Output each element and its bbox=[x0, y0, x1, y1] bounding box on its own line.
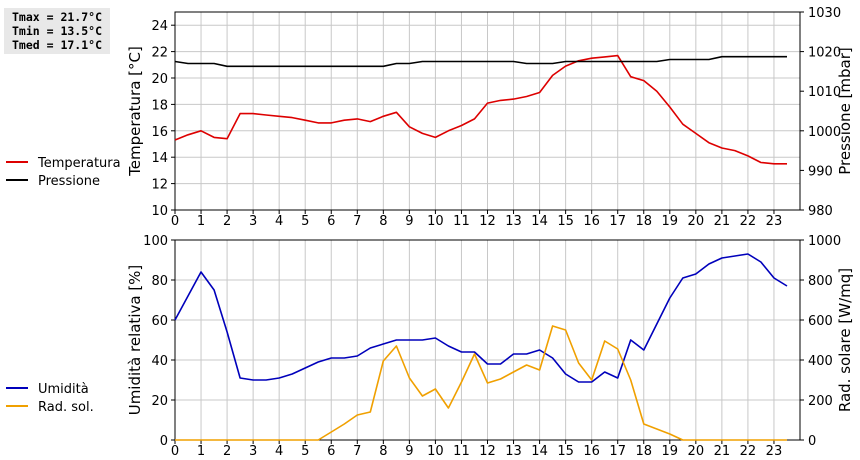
y-left-tick-label: 14 bbox=[151, 151, 168, 166]
y-right-axis-title: Rad. solare [W/mq] bbox=[836, 268, 854, 412]
series-line-rad-sol bbox=[175, 325, 787, 441]
y-left-tick-label: 16 bbox=[151, 125, 168, 140]
x-tick-label: 17 bbox=[609, 444, 626, 459]
legend-label-umidit: Umidità bbox=[38, 382, 89, 397]
x-tick-label: 22 bbox=[740, 444, 757, 459]
y-left-tick-label: 10 bbox=[151, 204, 168, 219]
y-left-tick-label: 18 bbox=[151, 98, 168, 113]
x-tick-label: 6 bbox=[327, 214, 335, 229]
y-right-tick-label: 400 bbox=[808, 354, 833, 369]
x-tick-label: 13 bbox=[505, 214, 522, 229]
y-right-tick-label: 990 bbox=[808, 164, 833, 179]
x-tick-label: 15 bbox=[557, 214, 574, 229]
x-tick-label: 20 bbox=[688, 444, 705, 459]
x-tick-label: 8 bbox=[379, 444, 387, 459]
stats-box bbox=[4, 8, 110, 54]
x-tick-label: 9 bbox=[405, 444, 413, 459]
y-right-tick-label: 1000 bbox=[808, 125, 841, 140]
x-tick-label: 22 bbox=[740, 214, 757, 229]
x-tick-label: 23 bbox=[766, 444, 783, 459]
x-tick-label: 16 bbox=[583, 444, 600, 459]
x-tick-label: 14 bbox=[531, 444, 548, 459]
x-tick-label: 0 bbox=[171, 214, 179, 229]
x-tick-label: 1 bbox=[197, 444, 205, 459]
x-tick-label: 17 bbox=[609, 214, 626, 229]
y-left-axis-title: Umidità relativa [%] bbox=[126, 265, 144, 416]
stats-tmax: Tmax = 21.7°C bbox=[12, 10, 103, 24]
y-right-tick-label: 980 bbox=[808, 204, 833, 219]
y-right-tick-label: 200 bbox=[808, 394, 833, 409]
x-tick-label: 4 bbox=[275, 444, 283, 459]
x-tick-label: 3 bbox=[249, 444, 257, 459]
x-tick-label: 10 bbox=[427, 214, 444, 229]
x-tick-label: 23 bbox=[766, 214, 783, 229]
y-left-tick-label: 60 bbox=[151, 314, 168, 329]
y-left-tick-label: 20 bbox=[151, 394, 168, 409]
x-tick-label: 19 bbox=[662, 214, 679, 229]
x-tick-label: 10 bbox=[427, 444, 444, 459]
y-left-tick-label: 40 bbox=[151, 354, 168, 369]
x-tick-label: 1 bbox=[197, 214, 205, 229]
legend-label-rad-sol: Rad. sol. bbox=[38, 400, 94, 415]
y-right-tick-label: 1010 bbox=[808, 85, 841, 100]
x-tick-label: 3 bbox=[249, 214, 257, 229]
y-left-tick-label: 0 bbox=[160, 434, 168, 449]
x-tick-label: 8 bbox=[379, 214, 387, 229]
y-right-tick-label: 600 bbox=[808, 314, 833, 329]
y-right-tick-label: 0 bbox=[808, 434, 816, 449]
x-tick-label: 18 bbox=[635, 214, 652, 229]
x-tick-label: 20 bbox=[688, 214, 705, 229]
y-left-tick-label: 12 bbox=[151, 178, 168, 193]
x-tick-label: 11 bbox=[453, 444, 470, 459]
x-tick-label: 14 bbox=[531, 214, 548, 229]
y-right-tick-label: 1000 bbox=[808, 234, 841, 249]
x-tick-label: 18 bbox=[635, 444, 652, 459]
y-left-tick-label: 20 bbox=[151, 72, 168, 87]
x-tick-label: 7 bbox=[353, 214, 361, 229]
y-right-tick-label: 1030 bbox=[808, 6, 841, 21]
x-tick-label: 0 bbox=[171, 444, 179, 459]
x-tick-label: 7 bbox=[353, 444, 361, 459]
x-tick-label: 13 bbox=[505, 444, 522, 459]
y-left-tick-label: 100 bbox=[143, 234, 168, 249]
x-tick-label: 2 bbox=[223, 444, 231, 459]
x-tick-label: 21 bbox=[714, 214, 731, 229]
x-tick-label: 16 bbox=[583, 214, 600, 229]
x-tick-label: 5 bbox=[301, 214, 309, 229]
y-right-tick-label: 1020 bbox=[808, 46, 841, 61]
x-tick-label: 5 bbox=[301, 444, 309, 459]
x-tick-label: 12 bbox=[479, 214, 496, 229]
x-tick-label: 11 bbox=[453, 214, 470, 229]
y-right-tick-label: 800 bbox=[808, 274, 833, 289]
x-tick-label: 2 bbox=[223, 214, 231, 229]
series-line-temperatura bbox=[174, 54, 787, 165]
y-left-tick-label: 80 bbox=[151, 274, 168, 289]
y-right-axis-title: Pressione [mbar] bbox=[836, 47, 854, 175]
x-tick-label: 4 bbox=[275, 214, 283, 229]
series-line-pressione bbox=[174, 55, 787, 68]
x-tick-label: 15 bbox=[557, 444, 574, 459]
y-left-tick-label: 24 bbox=[151, 19, 168, 34]
y-left-axis-title: Temperatura [°C] bbox=[126, 46, 144, 177]
legend-label-temperatura: Temperatura bbox=[37, 156, 121, 171]
x-tick-label: 19 bbox=[662, 444, 679, 459]
series-line-umidit bbox=[174, 253, 788, 383]
x-tick-label: 12 bbox=[479, 444, 496, 459]
legend-label-pressione: Pressione bbox=[38, 174, 100, 189]
y-left-tick-label: 22 bbox=[151, 46, 168, 61]
x-tick-label: 9 bbox=[405, 214, 413, 229]
stats-tmin: Tmin = 13.5°C bbox=[12, 24, 103, 38]
x-tick-label: 21 bbox=[714, 444, 731, 459]
x-tick-label: 6 bbox=[327, 444, 335, 459]
stats-tmed: Tmed = 17.1°C bbox=[12, 38, 103, 52]
